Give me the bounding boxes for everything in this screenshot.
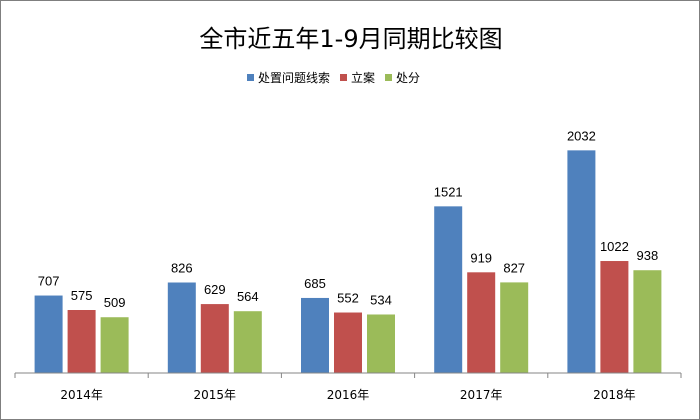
data-label-0-3: 1521 <box>434 184 463 199</box>
bar-2-2 <box>367 314 395 373</box>
legend: 处置问题线索 立案 处分 <box>247 70 420 85</box>
chart-title: 全市近五年1-9月同期比较图 <box>199 25 502 53</box>
x-tick-label-0: 2014年 <box>60 388 103 402</box>
data-label-2-4: 938 <box>637 248 659 263</box>
legend-label-1: 立案 <box>351 70 375 85</box>
data-label-group: 707 575 509 826 629 564 685 552 534 1521 919 827 203… <box>38 128 659 310</box>
bar-group <box>34 150 662 373</box>
legend-label-0: 处置问题线索 <box>258 71 330 85</box>
bar-1-1 <box>200 304 229 373</box>
data-label-1-1: 629 <box>204 282 226 297</box>
bar-2-0 <box>100 317 129 373</box>
legend-swatch-1 <box>340 74 347 81</box>
bar-1-3 <box>467 272 496 373</box>
bar-0-3 <box>434 206 463 373</box>
x-axis-ticks: 2014年 2015年 2016年 2017年 2018年 <box>14 373 682 402</box>
x-tick-label-3: 2017年 <box>460 388 503 402</box>
data-label-0-1: 826 <box>171 260 193 275</box>
bar-0-1 <box>167 282 196 373</box>
data-label-0-4: 2032 <box>567 128 596 143</box>
legend-swatch-2 <box>385 74 392 81</box>
bar-1-4 <box>600 261 629 373</box>
legend-label-2: 处分 <box>396 71 420 85</box>
data-label-1-0: 575 <box>71 288 93 303</box>
bar-2-4 <box>633 270 662 373</box>
data-label-1-2: 552 <box>337 291 359 306</box>
x-tick-label-4: 2018年 <box>593 388 636 402</box>
bar-2-3 <box>500 282 529 373</box>
data-label-2-1: 564 <box>237 289 259 304</box>
data-label-0-2: 685 <box>304 276 326 291</box>
data-label-0-0: 707 <box>38 274 60 289</box>
data-label-2-3: 827 <box>503 260 525 275</box>
data-label-2-0: 509 <box>104 295 126 310</box>
bar-1-0 <box>67 310 96 373</box>
bar-1-2 <box>334 312 362 373</box>
bar-0-0 <box>34 295 63 373</box>
x-tick-label-1: 2015年 <box>194 388 237 402</box>
bar-2-1 <box>233 311 262 373</box>
bar-0-4 <box>567 150 596 373</box>
data-label-1-3: 919 <box>470 250 492 265</box>
legend-swatch-0 <box>247 74 254 81</box>
bar-0-2 <box>301 297 329 373</box>
data-label-1-4: 1022 <box>600 239 629 254</box>
x-tick-label-2: 2016年 <box>327 388 370 402</box>
data-label-2-2: 534 <box>370 292 392 307</box>
